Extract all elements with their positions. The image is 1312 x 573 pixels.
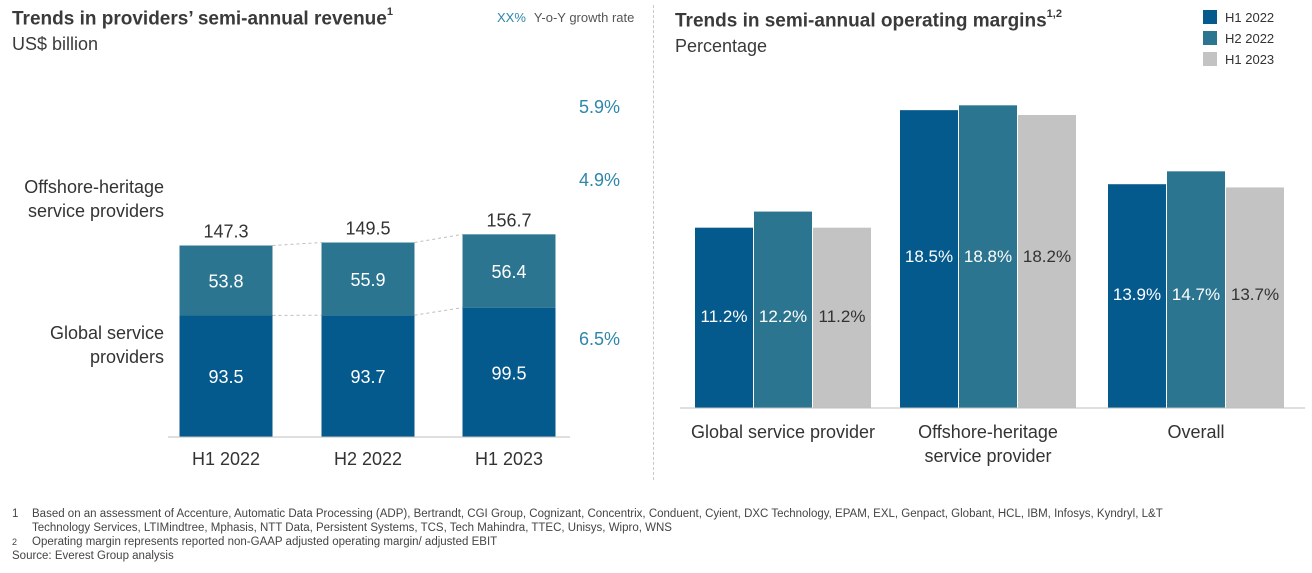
data-label-h2-2022-offshore-heritage-service-provider: 18.8% (964, 247, 1012, 266)
bar-offshore-h2-2022 (321, 242, 415, 316)
legend-label-h1-2023: H1 2023 (1225, 52, 1275, 67)
legend-swatch-h1-2023 (1203, 52, 1217, 66)
legend-swatch-h1-2022 (1203, 10, 1217, 24)
bar-h2-2022-offshore-heritage-service-provider (959, 105, 1017, 408)
total-label-h1-2022: 147.3 (203, 222, 248, 242)
data-label-h1-2022-offshore-heritage-service-provider: 18.5% (905, 247, 953, 266)
bar-h1-2023-global-service-provider (813, 227, 871, 408)
right-chart-title: Trends in semi-annual operating margins1… (675, 8, 1062, 32)
margin-chart: 11.2% 12.2% 11.2% Global service provider 18… (680, 105, 1305, 466)
x-tick-h2-2022: H2 2022 (334, 449, 402, 469)
row-label-global-line1: Global service (49, 323, 164, 343)
footnote-1-text: Based on an assessment of Accenture, Aut… (32, 508, 1163, 520)
data-label-h1-2023-offshore-heritage-service-provider: 18.2% (1023, 247, 1071, 266)
value-label-global-h1-2023: 99.5 (491, 363, 526, 383)
source-text: Source: Everest Group analysis (12, 550, 174, 562)
bar-global-h1-2022 (179, 315, 273, 437)
growth-rate-legend: XX% Y-o-Y growth rate (497, 10, 634, 25)
source-note: Source: Everest Group analysis (12, 549, 1307, 563)
bar-offshore-h1-2022 (179, 245, 273, 316)
revenue-chart: 93.5 53.8 147.3 H1 2022 93.7 55.9 149.5 H2 2022… (168, 97, 620, 469)
growth-rate-offshore: 4.9% (579, 170, 620, 190)
value-label-offshore-h1-2022: 53.8 (208, 271, 243, 291)
margin-legend: H1 2022 H2 2022 H1 2023 (1203, 10, 1274, 73)
bar-global-h2-2022 (321, 315, 415, 437)
value-label-global-h1-2022: 93.5 (208, 367, 243, 387)
bar-h2-2022-overall (1167, 171, 1225, 408)
row-label-global-line2: providers (89, 347, 164, 367)
left-chart-subtitle: US$ billion (12, 34, 99, 54)
total-label-h1-2023: 156.7 (486, 210, 531, 230)
footnote-1-number: 1 (12, 508, 19, 520)
total-label-h2-2022: 149.5 (345, 219, 390, 239)
data-label-h2-2022-global-service-provider: 12.2% (759, 307, 807, 326)
legend-item-h1-2023: H1 2023 (1203, 52, 1274, 73)
footnote-2: 2 Operating margin represents reported no… (12, 535, 1307, 549)
row-label-global: Global service providers (0, 321, 164, 369)
value-label-offshore-h1-2023: 56.4 (491, 262, 526, 282)
row-label-offshore: Offshore-heritage service providers (0, 175, 164, 223)
legend-swatch-h2-2022 (1203, 31, 1217, 45)
footnote-1: 1 Based on an assessment of Accenture, Au… (12, 507, 1307, 521)
row-label-offshore-line1: Offshore-heritage (24, 177, 164, 197)
data-label-h1-2023-overall: 13.7% (1231, 285, 1279, 304)
data-label-h1-2022-overall: 13.9% (1113, 285, 1161, 304)
connector-total-1 (272, 242, 322, 247)
footnote-2-text: Operating margin represents reported non… (32, 536, 498, 548)
x-tick-h1-2022: H1 2022 (192, 449, 260, 469)
x-tick-offshore-heritage-service-provider-line1: Offshore-heritage (918, 422, 1058, 442)
legend-item-h1-2022: H1 2022 (1203, 10, 1274, 31)
x-tick-offshore-heritage-service-provider-line2: service provider (924, 446, 1051, 466)
growth-rate-marker: XX% (497, 10, 526, 25)
connector-split-2 (414, 307, 463, 316)
footnote-1-cont-text: Technology Services, LTIMindtree, Mphasi… (32, 522, 672, 534)
chart-divider (653, 5, 654, 480)
growth-rate-global: 6.5% (579, 329, 620, 349)
x-tick-overall: Overall (1167, 422, 1224, 442)
legend-label-h2-2022: H2 2022 (1225, 31, 1275, 46)
right-chart-subtitle: Percentage (675, 36, 768, 56)
value-label-offshore-h2-2022: 55.9 (350, 270, 385, 290)
bar-h1-2022-overall (1108, 184, 1166, 408)
growth-rate-label: Y-o-Y growth rate (533, 10, 635, 25)
row-label-offshore-line2: service providers (27, 201, 164, 221)
legend-item-h2-2022: H2 2022 (1203, 31, 1274, 52)
bar-h1-2022-offshore-heritage-service-provider (900, 110, 958, 409)
data-label-h1-2023-global-service-provider: 11.2% (819, 307, 866, 326)
data-label-h2-2022-overall: 14.7% (1172, 285, 1220, 304)
connector-total-2 (414, 233, 463, 244)
left-chart-title: Trends in providers’ semi-annual revenue… (12, 6, 393, 30)
bar-h2-2022-global-service-provider (754, 211, 812, 408)
legend-label-h1-2022: H1 2022 (1225, 10, 1275, 25)
right-chart-title-sup: 1,2 (1046, 8, 1062, 20)
x-tick-global-service-provider: Global service provider (691, 422, 875, 442)
bar-offshore-h1-2023 (462, 234, 556, 308)
footnotes: 1 Based on an assessment of Accenture, Au… (12, 507, 1307, 563)
bar-global-h1-2023 (462, 307, 556, 437)
bar-h1-2022-global-service-provider (695, 227, 753, 408)
footnote-1-cont: Technology Services, LTIMindtree, Mphasi… (12, 521, 1307, 535)
bar-h1-2023-overall (1226, 187, 1284, 408)
footnote-2-number: 2 (12, 537, 18, 547)
value-label-global-h2-2022: 93.7 (350, 367, 385, 387)
x-tick-h1-2023: H1 2023 (475, 449, 543, 469)
growth-rate-total: 5.9% (579, 97, 620, 117)
left-chart-title-sup: 1 (386, 6, 393, 18)
bar-h1-2023-offshore-heritage-service-provider (1018, 114, 1076, 408)
data-label-h1-2022-global-service-provider: 11.2% (701, 307, 748, 326)
